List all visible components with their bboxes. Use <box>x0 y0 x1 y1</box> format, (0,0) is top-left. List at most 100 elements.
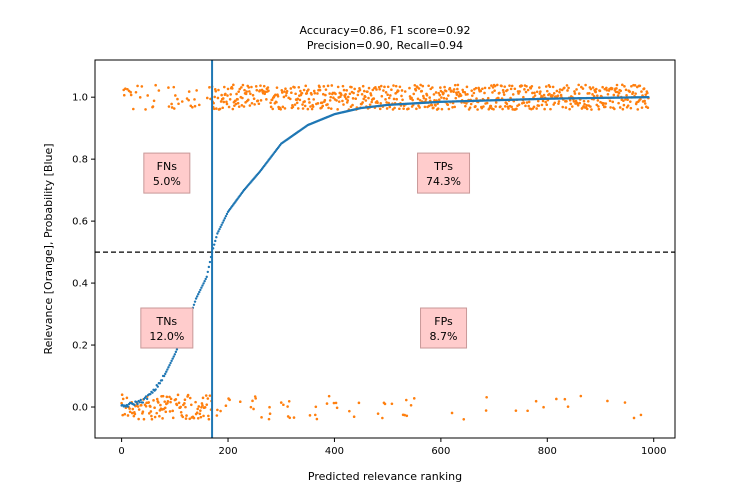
probability-point <box>169 361 172 365</box>
relevance-point <box>335 99 338 102</box>
relevance-point <box>571 105 574 108</box>
probability-point <box>217 230 220 233</box>
relevance-point <box>491 86 495 89</box>
relevance-point <box>201 404 204 407</box>
relevance-point <box>234 99 237 103</box>
relevance-point <box>318 85 321 89</box>
relevance-point <box>440 107 444 111</box>
relevance-point <box>439 86 442 89</box>
probability-point <box>133 403 136 407</box>
relevance-point <box>314 405 318 409</box>
relevance-point <box>483 91 486 95</box>
relevance-point <box>275 86 279 89</box>
relevance-point <box>348 92 352 96</box>
relevance-point <box>222 100 226 104</box>
relevance-point <box>524 90 528 94</box>
relevance-point <box>502 90 505 94</box>
relevance-point <box>493 89 496 92</box>
relevance-point <box>136 405 140 408</box>
relevance-point <box>378 107 382 111</box>
probability-point <box>175 348 179 351</box>
relevance-point <box>207 414 210 418</box>
relevance-point <box>153 406 156 410</box>
relevance-point <box>531 91 534 95</box>
relevance-point <box>361 84 365 88</box>
relevance-point <box>482 105 485 108</box>
probability-point <box>138 401 141 404</box>
relevance-point <box>157 401 160 404</box>
relevance-point <box>518 90 521 93</box>
relevance-point <box>175 403 179 407</box>
relevance-point <box>120 401 123 405</box>
relevance-point <box>497 96 500 100</box>
relevance-point <box>236 101 240 105</box>
relevance-point <box>122 93 126 97</box>
relevance-point <box>370 100 373 104</box>
relevance-point <box>181 415 185 419</box>
relevance-point <box>343 95 347 99</box>
relevance-point <box>382 89 385 92</box>
relevance-point <box>605 86 608 90</box>
relevance-point <box>425 93 429 97</box>
relevance-point <box>606 399 609 403</box>
relevance-point <box>621 107 625 111</box>
relevance-point <box>235 92 238 96</box>
relevance-point <box>374 86 377 89</box>
relevance-point <box>541 95 544 99</box>
relevance-point <box>549 107 552 111</box>
relevance-point <box>563 397 567 401</box>
relevance-point <box>376 101 379 105</box>
relevance-point <box>334 92 337 96</box>
relevance-point <box>245 90 248 93</box>
relevance-point <box>303 104 307 108</box>
relevance-point <box>167 86 170 89</box>
x-tick-label: 800 <box>538 446 557 457</box>
relevance-point <box>585 107 589 111</box>
relevance-point <box>459 94 463 97</box>
relevance-point <box>598 89 602 93</box>
relevance-point <box>233 104 236 107</box>
x-tick-label: 1000 <box>641 446 666 457</box>
relevance-point <box>307 97 311 101</box>
relevance-point <box>367 86 371 90</box>
chart-title-line-1: Accuracy=0.86, F1 score=0.92 <box>299 24 471 37</box>
relevance-point <box>532 105 536 109</box>
probability-point <box>221 221 224 224</box>
relevance-point <box>256 99 260 102</box>
probability-point <box>174 350 178 354</box>
relevance-point <box>196 416 200 420</box>
relevance-point <box>334 401 338 405</box>
relevance-point <box>428 96 431 99</box>
relevance-point <box>313 413 317 417</box>
relevance-point <box>345 101 349 104</box>
relevance-point <box>589 87 593 91</box>
relevance-point <box>284 94 288 97</box>
relevance-point <box>453 105 457 109</box>
relevance-point <box>603 105 607 109</box>
relevance-point <box>341 99 344 103</box>
relevance-point <box>505 102 509 105</box>
probability-point <box>214 239 217 243</box>
relevance-point <box>329 95 333 99</box>
relevance-point <box>202 414 205 418</box>
relevance-point <box>241 83 245 87</box>
relevance-point <box>312 98 315 101</box>
relevance-point <box>609 106 612 109</box>
relevance-point <box>594 90 598 94</box>
chart-title-line-2: Precision=0.90, Recall=0.94 <box>306 39 464 52</box>
relevance-point <box>254 397 257 400</box>
box-fns <box>143 152 191 194</box>
relevance-point <box>144 108 147 111</box>
probability-point <box>204 277 207 281</box>
probability-point <box>165 370 168 373</box>
probability-point <box>203 280 206 283</box>
relevance-point <box>262 84 266 88</box>
relevance-point <box>630 84 633 88</box>
relevance-point <box>578 101 582 105</box>
relevance-point <box>144 405 148 408</box>
relevance-point <box>418 106 421 109</box>
relevance-point <box>602 102 605 105</box>
relevance-point <box>305 91 309 95</box>
relevance-point <box>169 397 173 401</box>
relevance-point <box>522 95 525 99</box>
